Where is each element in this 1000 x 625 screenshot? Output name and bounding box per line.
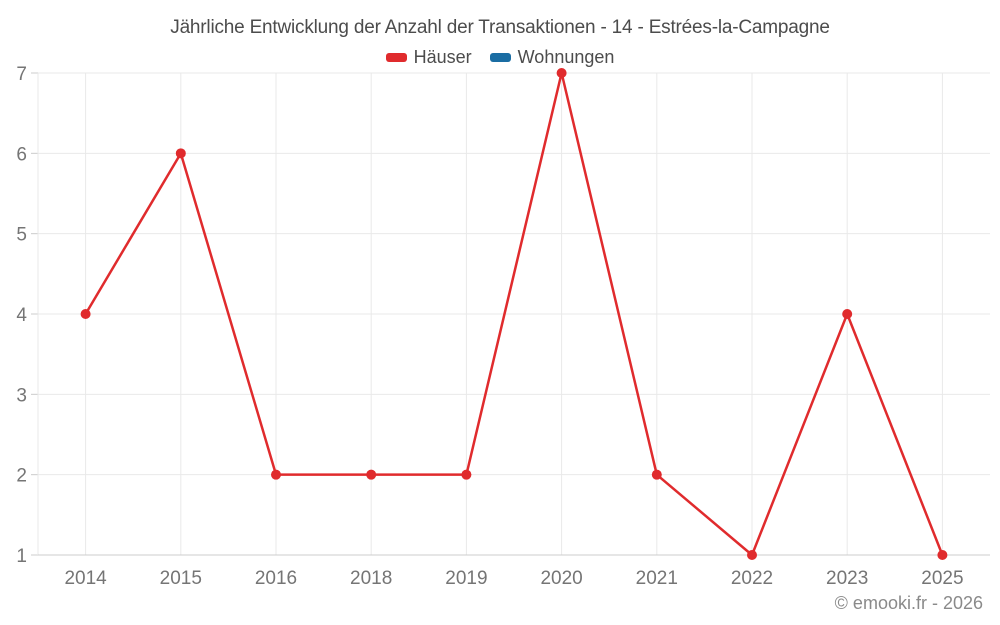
y-tick-label: 7 [16,64,27,85]
legend-swatch-haeuser-icon [385,53,407,62]
series-point-häuser [937,550,948,560]
legend-label-wohnungen: Wohnungen [517,47,615,67]
footer-credit: © emooki.fr - 2026 [834,593,983,613]
series-point-häuser [556,68,567,78]
y-tick-label: 1 [16,546,27,567]
x-tick-label: 2023 [826,568,868,589]
x-tick-label: 2021 [636,568,678,589]
x-tick-label: 2025 [921,568,963,589]
x-tick-label: 2014 [64,568,107,589]
legend-item-wohnungen[interactable]: Wohnungen [489,47,615,68]
legend-swatch-wohnungen-icon [489,53,511,62]
series-point-häuser [842,309,853,319]
series-point-häuser [366,469,377,480]
legend-item-haeuser[interactable]: Häuser [385,47,472,68]
x-tick-label: 2018 [350,568,392,589]
series-point-häuser [80,309,91,319]
chart-legend: Häuser Wohnungen [0,47,1000,68]
series-point-häuser [747,550,757,560]
series-point-häuser [651,469,662,480]
x-tick-label: 2016 [255,568,297,589]
y-tick-label: 5 [16,225,27,246]
y-tick-label: 3 [16,385,27,406]
y-tick-label: 4 [16,305,27,326]
x-tick-label: 2020 [540,568,582,589]
y-tick-label: 6 [16,144,27,165]
series-point-häuser [271,469,281,480]
series-line-häuser [84,71,944,557]
x-tick-label: 2015 [160,568,202,589]
y-tick-label: 2 [16,466,27,487]
chart-title: Jährliche Entwicklung der Anzahl der Tra… [170,17,830,38]
series-point-häuser [175,148,186,159]
series-point-häuser [461,469,472,480]
legend-label-haeuser: Häuser [413,47,472,67]
x-tick-label: 2022 [731,568,773,589]
x-tick-label: 2019 [445,568,487,589]
